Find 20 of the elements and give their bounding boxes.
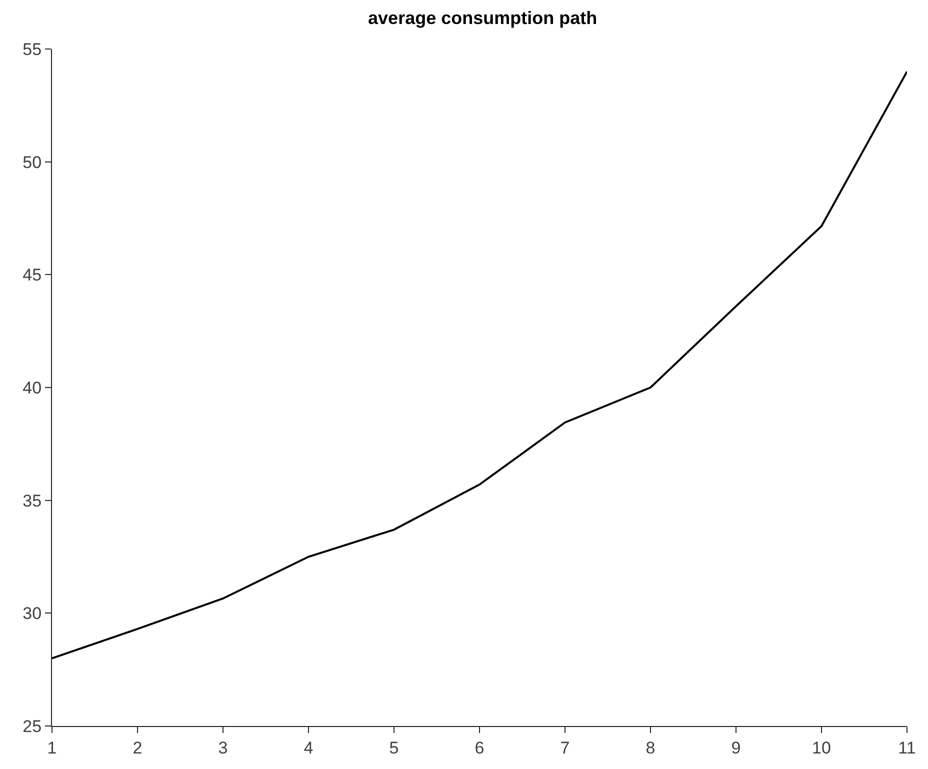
y-tick-label: 35	[22, 491, 42, 510]
x-tick-label: 9	[731, 738, 741, 758]
y-tick-label: 25	[22, 716, 42, 736]
x-tick-label: 5	[389, 738, 399, 758]
x-tick-label: 11	[898, 738, 916, 758]
x-tick-label: 4	[304, 738, 314, 758]
x-tick-label: 8	[646, 738, 656, 758]
y-tick-label: 40	[22, 378, 42, 398]
chart-title: average consumption path	[368, 8, 598, 28]
x-tick-label: 6	[474, 738, 484, 758]
y-tick-label: 55	[22, 40, 42, 59]
x-tick-label: 7	[560, 738, 570, 758]
line-series	[52, 70, 907, 660]
x-tick-label: 2	[132, 738, 142, 758]
x-tick-label: 10	[812, 738, 831, 758]
x-tick-label: 1	[47, 738, 57, 758]
y-tick-label: 30	[22, 604, 42, 624]
y-tick-label: 50	[22, 152, 42, 172]
y-tick-label: 45	[22, 266, 42, 285]
x-tick-label: 3	[218, 738, 228, 758]
